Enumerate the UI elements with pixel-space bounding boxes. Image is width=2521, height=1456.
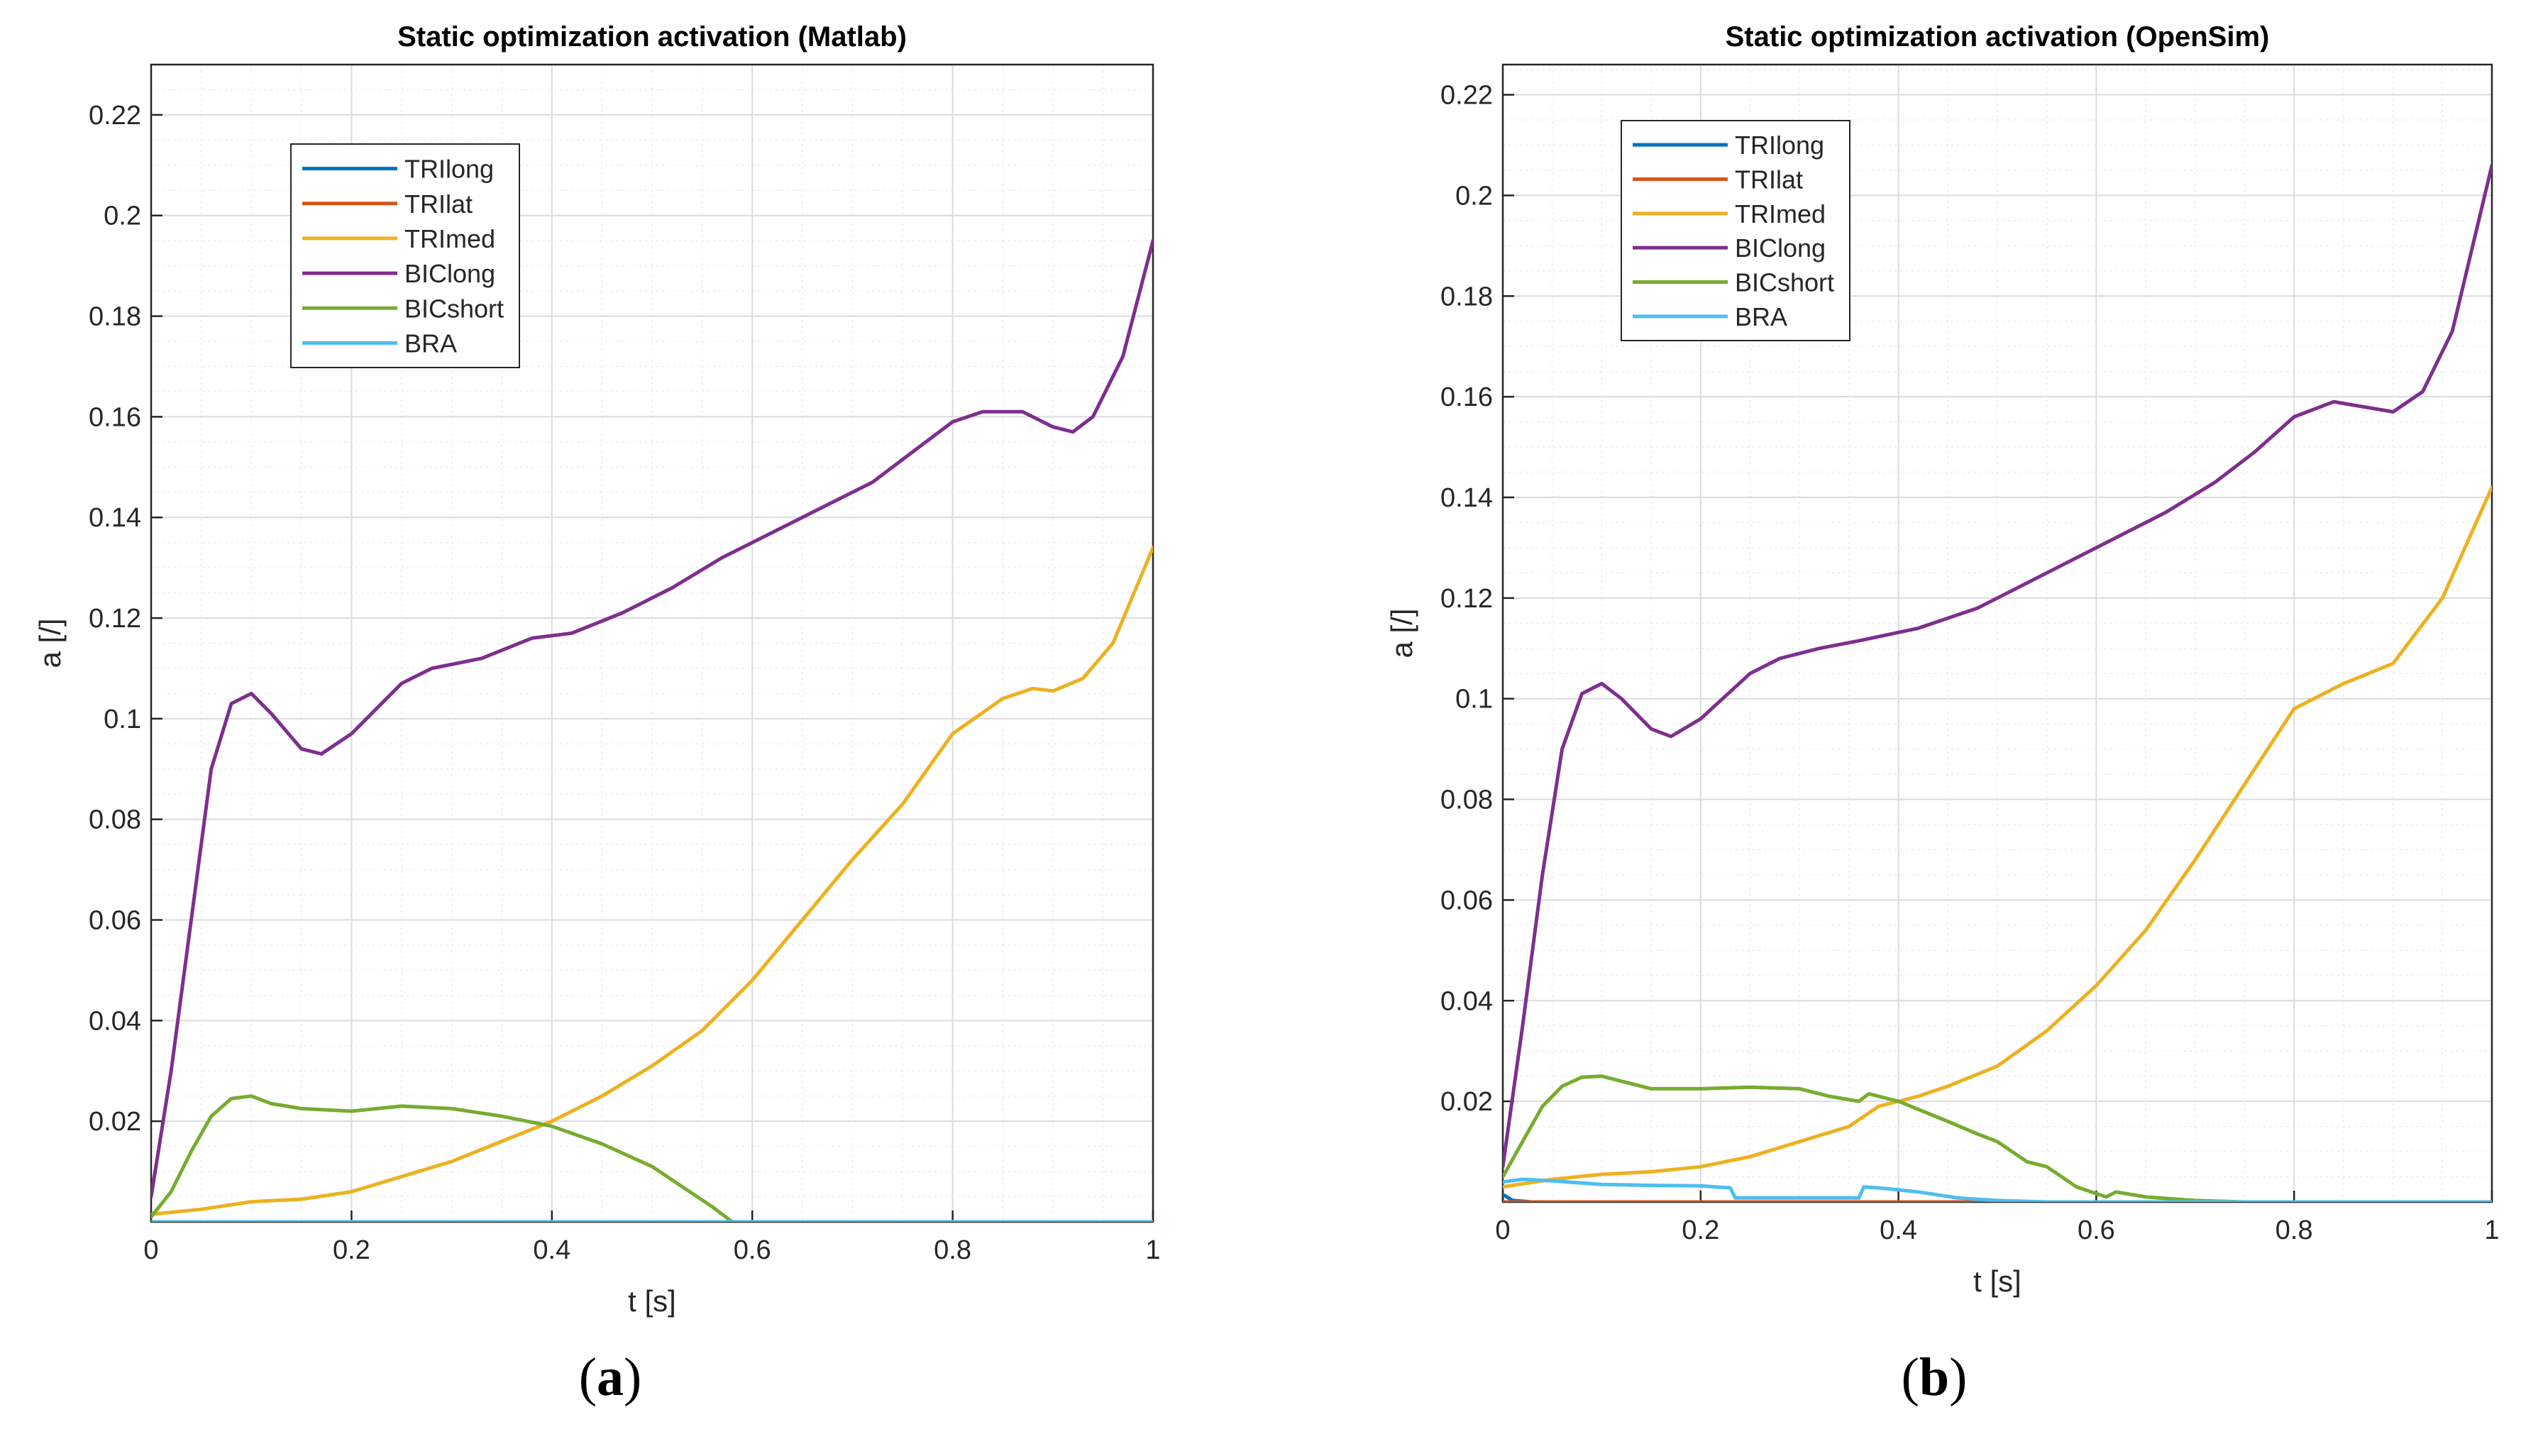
x-tick-label: 0.8 <box>934 1235 971 1265</box>
legend-label-bicshort: BICshort <box>1735 268 1834 297</box>
x-tick-label: 0.2 <box>333 1235 370 1265</box>
y-tick-label: 0.18 <box>89 302 141 332</box>
y-tick-label: 0.12 <box>1440 584 1493 614</box>
y-tick-label: 0.14 <box>89 503 141 533</box>
x-tick-label: 0.6 <box>2078 1215 2115 1245</box>
y-tick-label: 0.08 <box>89 805 141 835</box>
series-lines <box>1503 163 2492 1202</box>
minor-grid <box>151 65 1153 1222</box>
legend: TRIlong TRIlat TRImed BIClong BICshort BRA <box>290 143 520 368</box>
y-tick-label: 0.04 <box>89 1006 141 1036</box>
y-tick-label: 0.06 <box>1440 886 1493 915</box>
chart-title: Static optimization activation (Matlab) <box>397 21 907 53</box>
series-line-trimed <box>1503 485 2492 1189</box>
chart-panel-opensim: 0 0.2 0.4 0.6 0.8 1 0.02 0.04 0.06 0.08 0.1 0.12 0.1… <box>1385 21 2500 1298</box>
y-tick-label: 0.1 <box>1455 685 1493 715</box>
chart-title: Static optimization activation (OpenSim) <box>1726 21 2270 53</box>
y-axis-label: a [/] <box>33 618 67 668</box>
x-axis-label: t [s] <box>1973 1264 2021 1298</box>
legend-label-trilong: TRIlong <box>1735 131 1824 160</box>
series-line-trimed <box>151 546 1153 1216</box>
legend-label-trilong: TRIlong <box>404 155 494 184</box>
x-tick-label: 0.8 <box>2275 1215 2313 1245</box>
y-tick-label: 0.2 <box>1455 181 1493 211</box>
y-tick-label: 0.14 <box>1440 483 1493 513</box>
y-tick-label: 0.22 <box>89 101 141 131</box>
legend-label-bicshort: BICshort <box>404 294 504 323</box>
y-tick-label: 0.04 <box>1440 986 1493 1016</box>
series-line-biclong <box>151 238 1153 1198</box>
y-tick-label: 0.06 <box>89 906 141 936</box>
y-tick-label: 0.22 <box>1440 81 1493 111</box>
legend: TRIlong TRIlat TRImed BIClong BICshort BRA <box>1621 120 1850 341</box>
y-tick-label: 0.02 <box>89 1107 141 1137</box>
series-line-bra <box>1503 1177 2492 1202</box>
legend-label-biclong: BIClong <box>1735 233 1826 263</box>
x-tick-label: 0.4 <box>533 1235 570 1265</box>
series-line-bicshort <box>1503 1074 2492 1202</box>
panel-label-b: (b) <box>1901 1347 1968 1407</box>
y-tick-label: 0.02 <box>1440 1087 1493 1117</box>
legend-label-trimed: TRImed <box>404 224 495 253</box>
y-tick-label: 0.12 <box>89 604 141 634</box>
x-tick-label: 0 <box>1495 1215 1510 1245</box>
legend-box <box>1621 120 1850 341</box>
y-tick-label: 0.08 <box>1440 785 1493 815</box>
y-tick-label: 0.2 <box>104 202 141 231</box>
x-tick-label: 0.2 <box>1682 1215 1719 1245</box>
y-tick-label: 0.16 <box>89 402 141 432</box>
chart-panel-matlab: 0 0.2 0.4 0.6 0.8 1 0.02 0.04 0.06 0.08 0.1 0.12 0.1… <box>33 21 1161 1318</box>
legend-label-trilat: TRIlat <box>1735 165 1803 194</box>
legend-label-bra: BRA <box>1735 302 1787 331</box>
y-tick-label: 0.1 <box>104 705 141 734</box>
legend-label-biclong: BIClong <box>404 259 495 288</box>
x-tick-label: 0 <box>143 1235 158 1265</box>
series-lines <box>151 238 1153 1222</box>
y-tick-label: 0.16 <box>1440 382 1493 412</box>
legend-box <box>290 143 520 368</box>
x-tick-label: 1 <box>2484 1215 2499 1245</box>
legend-label-trilat: TRIlat <box>404 189 473 219</box>
legend-label-bra: BRA <box>404 329 457 358</box>
x-tick-label: 0.4 <box>1880 1215 1917 1245</box>
y-axis-label: a [/] <box>1385 608 1418 658</box>
series-line-bicshort <box>151 1094 1153 1222</box>
legend-label-trimed: TRImed <box>1735 199 1826 228</box>
x-tick-label: 1 <box>1145 1235 1160 1265</box>
panel-label-a: (a) <box>578 1347 642 1407</box>
x-axis-label: t [s] <box>628 1284 676 1318</box>
y-tick-label: 0.18 <box>1440 282 1493 311</box>
x-tick-label: 0.6 <box>734 1235 771 1265</box>
series-line-biclong <box>1503 163 2492 1169</box>
